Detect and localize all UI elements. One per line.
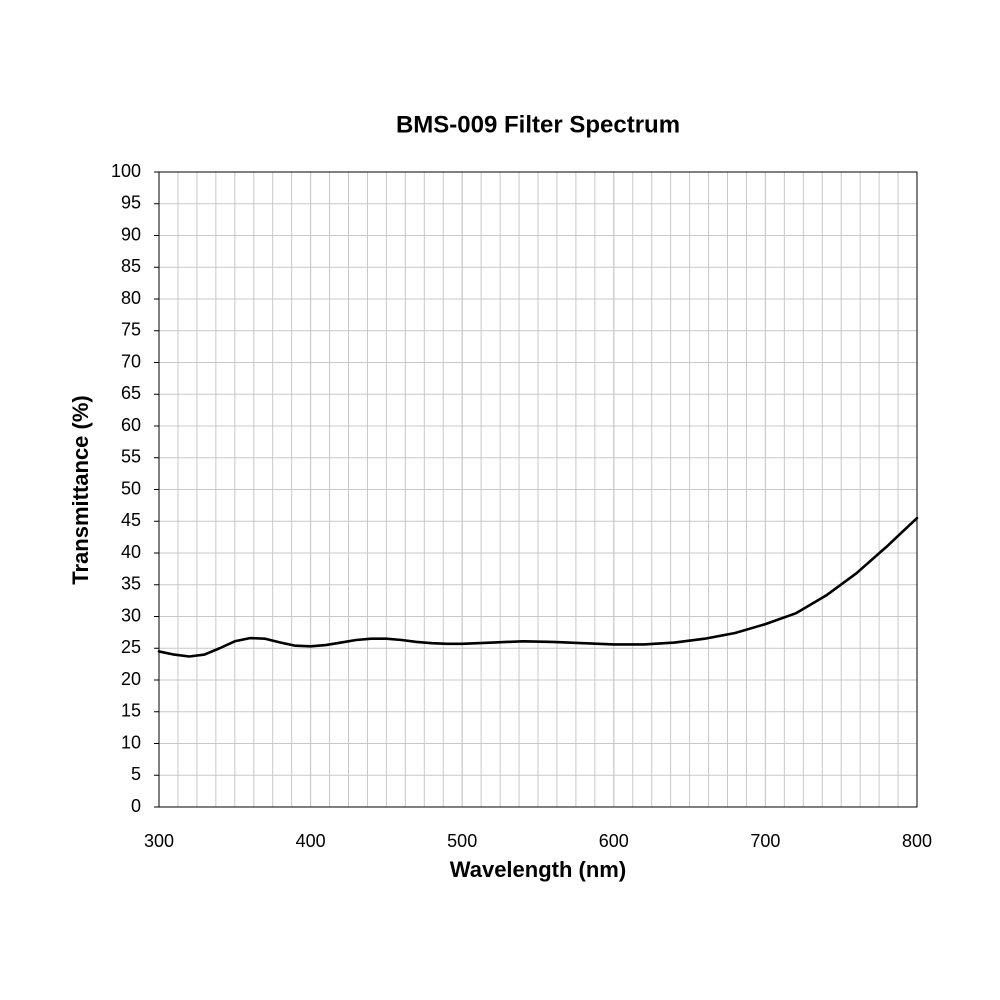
y-tick-label: 55 [121,447,141,467]
chart-title: BMS-009 Filter Spectrum [396,111,680,138]
y-tick-label: 65 [121,383,141,403]
x-tick-label: 400 [296,831,326,851]
y-tick-label: 30 [121,605,141,625]
y-tick-label: 15 [121,701,141,721]
grid [154,171,918,808]
y-tick-label: 50 [121,478,141,498]
y-tick-label: 40 [121,542,141,562]
x-tick-label: 800 [902,831,932,851]
x-tick-label: 300 [144,831,174,851]
y-tick-label: 75 [121,320,141,340]
x-tick-label: 600 [599,831,629,851]
y-tick-label: 10 [121,732,141,752]
y-tick-label: 100 [111,161,141,181]
line-series [157,516,919,658]
y-tick-label: 25 [121,637,141,657]
y-tick-label: 5 [131,764,141,784]
x-axis-title: Wavelength (nm) [450,857,626,882]
y-tick-label: 20 [121,669,141,689]
y-tick-label: 45 [121,510,141,530]
x-tick-label: 700 [750,831,780,851]
plot [157,516,919,658]
y-tick-label: 70 [121,351,141,371]
y-tick-label: 90 [121,224,141,244]
y-tick-label: 80 [121,288,141,308]
y-tick-label: 85 [121,256,141,276]
y-tick-label: 95 [121,193,141,213]
y-tick-label: 0 [131,796,141,816]
x-tick-label: 500 [447,831,477,851]
y-axis-title: Transmittance (%) [68,395,93,585]
y-tick-label: 60 [121,415,141,435]
plot-border [158,171,918,808]
y-tick-label: 35 [121,574,141,594]
